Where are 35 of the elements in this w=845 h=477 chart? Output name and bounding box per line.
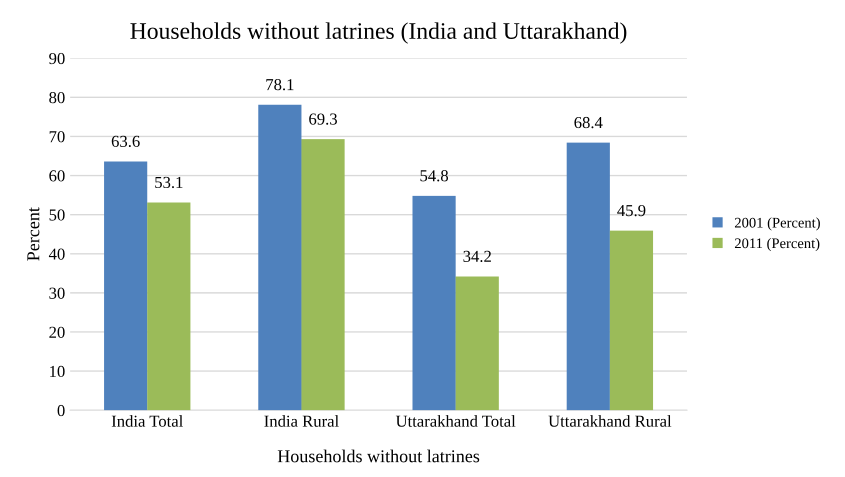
y-tick-label: 30 xyxy=(49,288,65,299)
y-tick-label: 80 xyxy=(49,92,65,104)
y-tick-label: 90 xyxy=(49,52,65,64)
y-tick-label: 60 xyxy=(49,170,65,182)
x-tick-label: Uttarakhand Rural xyxy=(548,415,672,427)
bar xyxy=(147,202,190,410)
data-label: 54.8 xyxy=(420,170,448,182)
data-label: 53.1 xyxy=(155,176,182,188)
legend-label: 2011 (Percent) xyxy=(734,238,820,252)
data-label: 34.2 xyxy=(463,250,491,262)
x-axis-title: Households without latrines xyxy=(278,450,480,462)
y-tick-label: 40 xyxy=(48,248,65,260)
y-tick-label: 50 xyxy=(50,209,65,221)
data-label: 78.1 xyxy=(266,78,294,90)
y-tick-label: 70 xyxy=(50,131,65,142)
bar xyxy=(566,142,610,410)
y-axis-title: Percent xyxy=(27,207,40,261)
bar xyxy=(301,139,345,410)
y-tick-label: 0 xyxy=(58,404,65,416)
bar xyxy=(104,161,148,410)
y-tick-label: 20 xyxy=(49,326,65,338)
y-tick-label: 10 xyxy=(50,366,65,378)
data-label: 68.4 xyxy=(574,116,603,128)
bar xyxy=(610,230,654,410)
data-label: 45.9 xyxy=(617,204,646,216)
x-tick-label: Uttarakhand Total xyxy=(396,415,516,427)
x-tick-label: India Rural xyxy=(264,415,339,427)
chart-title: Households without latrines (India and Uttarakhand) xyxy=(130,22,626,44)
bar xyxy=(412,196,456,410)
data-label: 69.3 xyxy=(309,113,337,125)
bar xyxy=(456,276,499,410)
legend-label: 2001 (Percent) xyxy=(734,217,820,231)
bar xyxy=(258,104,302,410)
x-tick-label: India Total xyxy=(112,415,183,427)
data-label: 63.6 xyxy=(112,136,140,148)
